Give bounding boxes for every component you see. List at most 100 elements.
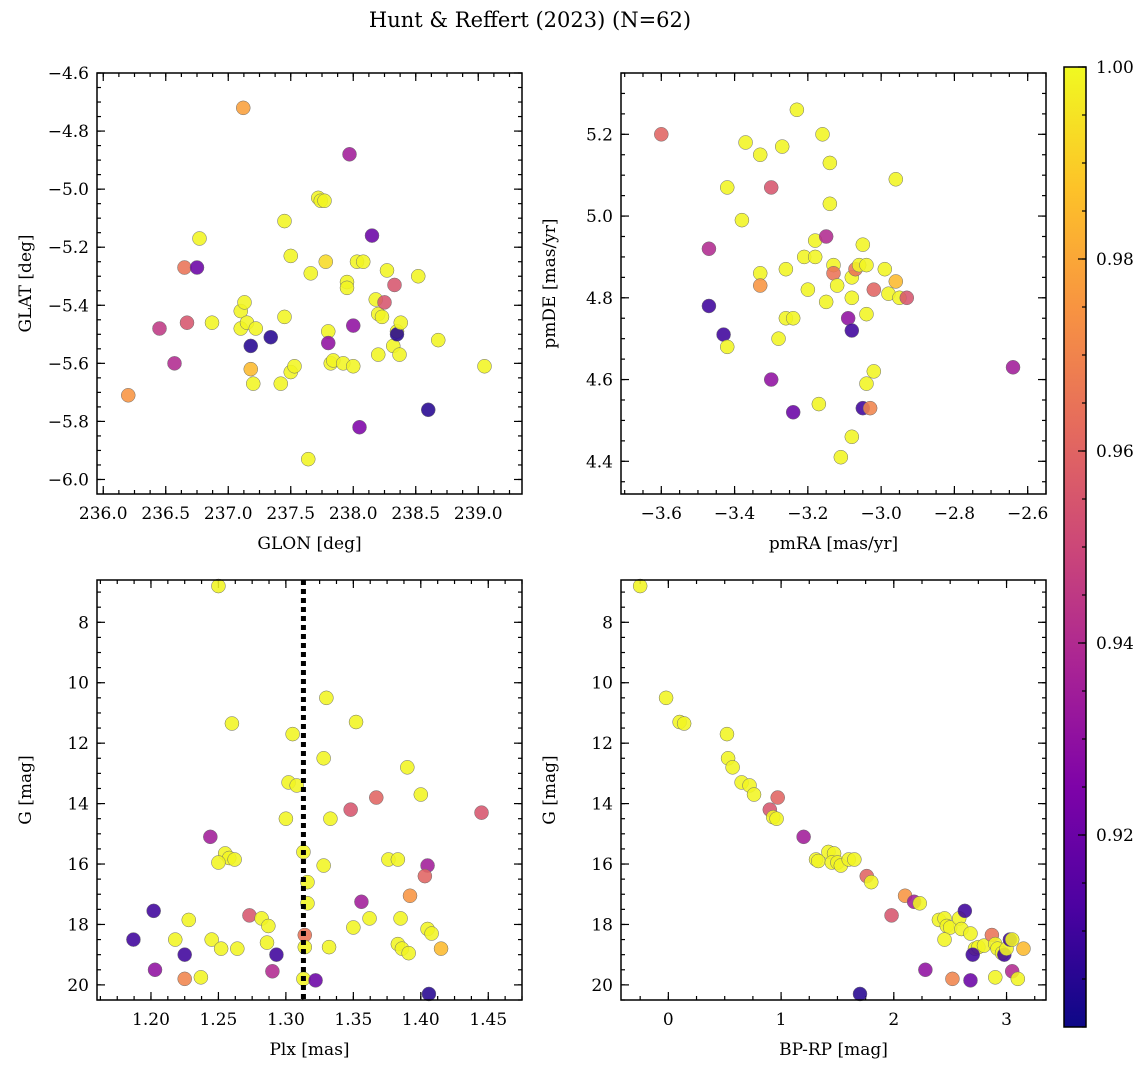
data-point xyxy=(316,858,331,873)
data-point xyxy=(421,402,436,418)
data-point xyxy=(204,315,220,330)
y-axis-label: G [mag] xyxy=(16,755,36,824)
y-tick-label: 12 xyxy=(591,734,613,754)
data-point xyxy=(203,829,218,845)
data-point xyxy=(204,932,219,947)
data-point xyxy=(362,911,377,926)
data-point xyxy=(181,912,196,928)
data-point xyxy=(859,376,874,391)
data-point xyxy=(321,335,336,351)
x-tick-label: −3.0 xyxy=(860,504,901,524)
x-tick-label: −2.8 xyxy=(934,504,975,524)
y-tick-label: 12 xyxy=(67,734,89,754)
data-point xyxy=(676,716,692,731)
data-point xyxy=(243,361,258,377)
data-point xyxy=(818,294,834,310)
data-point xyxy=(752,147,768,162)
x-tick-label: 3 xyxy=(1001,1010,1012,1030)
data-point xyxy=(147,962,163,978)
colorbar: 0.92 0.94 0.96 0.98 1.00 xyxy=(1063,58,1134,1028)
data-point xyxy=(236,100,251,116)
y-tick-label: 20 xyxy=(591,976,613,996)
data-point xyxy=(319,690,334,706)
data-point xyxy=(847,852,862,867)
data-point xyxy=(864,874,879,890)
data-point xyxy=(316,751,331,766)
data-point xyxy=(246,376,261,391)
data-point xyxy=(179,315,195,330)
data-point xyxy=(237,295,252,310)
data-point xyxy=(189,260,205,275)
x-axis-label: Plx [mas] xyxy=(269,1040,349,1060)
data-point xyxy=(725,760,740,775)
y-tick-label: −5.0 xyxy=(48,180,89,200)
data-point xyxy=(818,229,834,244)
data-point xyxy=(785,405,801,420)
y-tick-label: 18 xyxy=(591,915,613,935)
data-point xyxy=(317,193,332,209)
data-point xyxy=(763,180,779,195)
data-point xyxy=(230,941,245,956)
data-point xyxy=(789,102,805,118)
colorbar-tick-label: 0.92 xyxy=(1096,826,1134,846)
x-tick-label: 236.5 xyxy=(141,504,190,524)
y-tick-label: 4.8 xyxy=(586,289,613,309)
data-point xyxy=(774,139,790,154)
x-tick-label: 1.25 xyxy=(199,1010,237,1030)
x-tick-label: 239.0 xyxy=(454,504,503,524)
data-point xyxy=(840,310,856,326)
x-tick-label: 236.0 xyxy=(79,504,128,524)
data-point xyxy=(242,908,257,923)
y-tick-label: −5.6 xyxy=(48,354,89,374)
data-point xyxy=(323,811,338,826)
data-point xyxy=(855,237,871,252)
y-tick-label: −5.8 xyxy=(48,412,89,432)
figure-title: Hunt & Reffert (2023) (N=62) xyxy=(369,8,691,32)
data-point xyxy=(374,309,390,325)
data-point xyxy=(701,298,717,314)
data-point xyxy=(716,327,731,342)
data-point xyxy=(738,135,753,150)
data-point xyxy=(387,277,402,293)
data-point xyxy=(965,947,980,962)
data-point xyxy=(866,282,882,297)
data-point xyxy=(211,578,226,594)
data-point xyxy=(963,926,978,941)
x-tick-label: 237.5 xyxy=(266,504,315,524)
data-point xyxy=(213,941,229,956)
data-point xyxy=(785,310,801,326)
data-point xyxy=(393,911,408,926)
data-point xyxy=(152,321,167,336)
data-point xyxy=(261,918,276,934)
y-tick-label: −4.8 xyxy=(48,122,89,142)
data-point xyxy=(877,261,893,277)
data-point xyxy=(346,318,361,333)
data-point xyxy=(852,986,868,1002)
data-point xyxy=(354,894,369,910)
data-point xyxy=(289,778,304,793)
data-point xyxy=(720,339,735,355)
y-tick-label: 20 xyxy=(67,976,89,996)
x-tick-label: 238.5 xyxy=(391,504,440,524)
data-point xyxy=(278,811,294,826)
data-point xyxy=(277,309,292,325)
data-point xyxy=(346,920,361,935)
y-tick-label: 10 xyxy=(67,674,89,694)
panel-plx-g: 1.20 1.25 1.30 1.35 1.40 1.45 8 10 12 14 16 18 20 Plx… xyxy=(16,578,523,1060)
data-point xyxy=(273,376,288,391)
data-point xyxy=(811,396,827,412)
data-point xyxy=(287,358,302,374)
colorbar-tick-label: 0.96 xyxy=(1096,442,1134,462)
colorbar-gradient xyxy=(1064,67,1086,1027)
y-tick-label: 18 xyxy=(67,915,89,935)
data-point xyxy=(654,127,669,142)
data-point xyxy=(1004,932,1020,947)
data-point xyxy=(369,790,384,805)
y-tick-label: −4.6 xyxy=(48,64,89,84)
data-point xyxy=(227,852,242,867)
y-tick-label: 14 xyxy=(591,795,613,815)
panel-glon-glat: 236.0 236.5 237.0 237.5 238.0 238.5 239.0 −6.0 −… xyxy=(16,64,523,554)
data-point xyxy=(770,790,785,805)
y-tick-label: −5.2 xyxy=(48,238,89,258)
data-point xyxy=(822,155,838,171)
